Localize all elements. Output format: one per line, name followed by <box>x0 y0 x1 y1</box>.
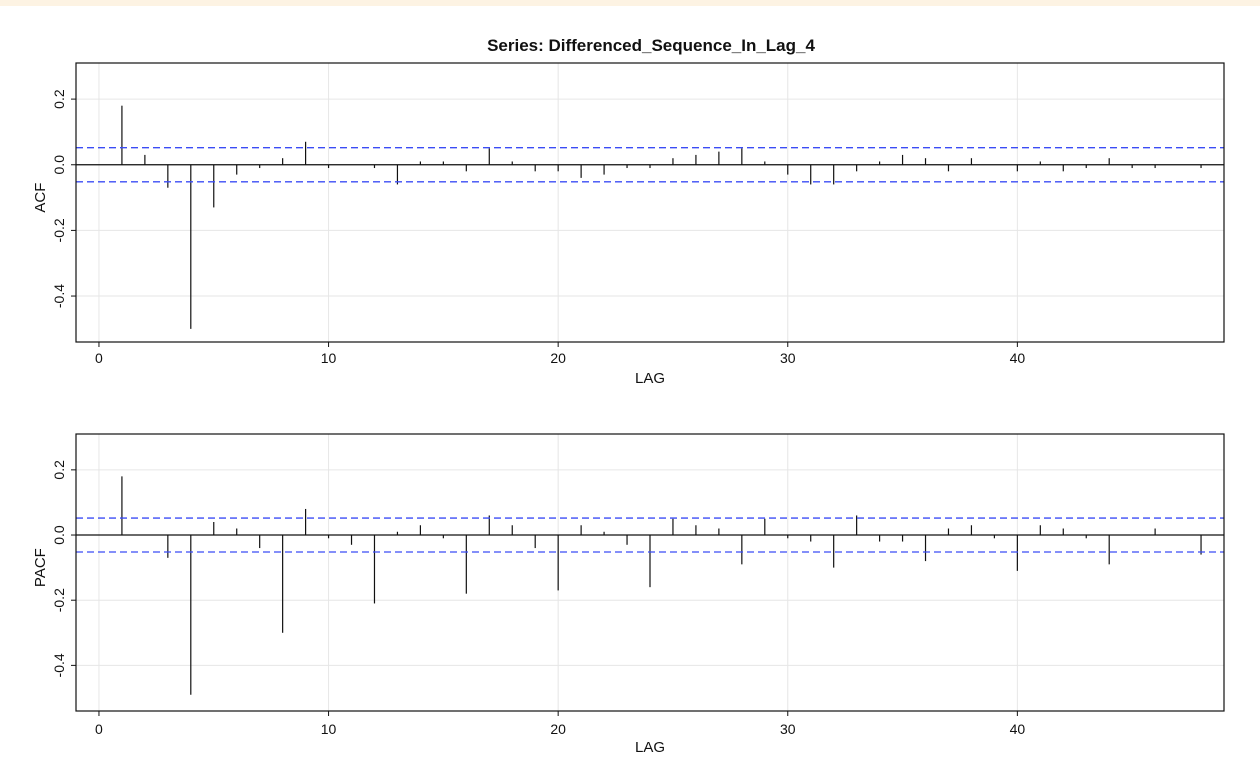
acf-x-tick-label: 10 <box>321 350 337 366</box>
chart-title: Series: Differenced_Sequence_In_Lag_4 <box>487 36 815 55</box>
pacf-panel: 0 10 20 30 40 0.2 0.0 -0.2 -0.4 LAG PACF <box>32 433 1225 756</box>
pacf-x-tick-label: 0 <box>95 721 103 737</box>
pacf-plot-frame <box>75 433 1225 712</box>
acf-y-axis-label: ACF <box>32 183 49 213</box>
pacf-y-tick-label: 0.2 <box>51 460 67 480</box>
pacf-y-tick-label: -0.4 <box>51 653 67 677</box>
acf-x-tick-label: 20 <box>550 350 566 366</box>
acf-x-tick-label: 40 <box>1010 350 1026 366</box>
acf-panel: 0 10 20 30 40 0.2 0.0 -0.2 -0.4 LAG ACF <box>32 62 1225 387</box>
acf-plot-frame <box>75 62 1225 343</box>
top-strip <box>0 0 1260 6</box>
pacf-y-tick-label: -0.2 <box>51 588 67 612</box>
pacf-x-axis-label: LAG <box>635 739 665 756</box>
pacf-y-tick-label: 0.0 <box>51 525 67 545</box>
acf-y-tick-label: 0.0 <box>51 155 67 175</box>
acf-x-axis-label: LAG <box>635 370 665 387</box>
pacf-x-tick-label: 40 <box>1010 721 1026 737</box>
acf-x-tick-label: 0 <box>95 350 103 366</box>
acf-y-tick-label: -0.2 <box>51 218 67 242</box>
acf-y-tick-label: -0.4 <box>51 284 67 308</box>
pacf-y-axis-label: PACF <box>32 548 49 587</box>
pacf-x-tick-label: 20 <box>550 721 566 737</box>
pacf-x-tick-label: 30 <box>780 721 796 737</box>
pacf-x-tick-label: 10 <box>321 721 337 737</box>
acf-y-tick-label: 0.2 <box>51 89 67 109</box>
acf-x-tick-label: 30 <box>780 350 796 366</box>
